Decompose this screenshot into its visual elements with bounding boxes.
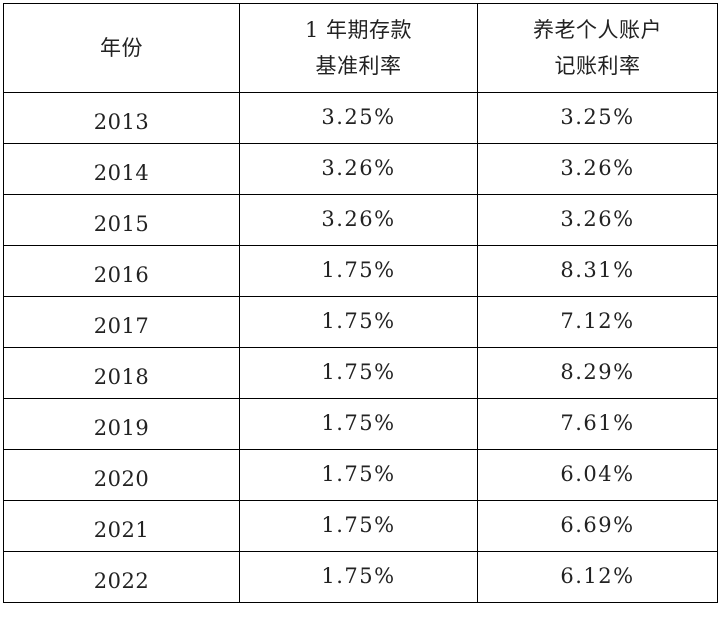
pension-rate-value: 7.61% — [560, 411, 635, 435]
year-value: 2017 — [93, 314, 150, 338]
year-cell: 2015 — [3, 194, 240, 246]
deposit-rate-cell: 1.75% — [239, 398, 478, 450]
year-header-label: 年份 — [100, 36, 143, 60]
deposit-header-line-1: 1 年期存款 — [304, 18, 413, 42]
pension-header-line-2: 记账利率 — [554, 54, 641, 78]
year-column-header: 年份 — [3, 3, 240, 93]
year-value: 2016 — [93, 263, 150, 287]
pension-rate-value: 6.12% — [560, 564, 635, 588]
pension-rate-value: 6.69% — [560, 513, 635, 537]
pension-rate-value: 6.04% — [560, 462, 635, 486]
year-value: 2015 — [93, 212, 150, 236]
table-row: 2015 3.26% 3.26% — [3, 194, 718, 246]
pension-rate-value: 7.12% — [560, 309, 635, 333]
pension-rate-cell: 7.61% — [477, 398, 718, 450]
pension-rate-cell: 3.26% — [477, 194, 718, 246]
deposit-rate-cell: 1.75% — [239, 245, 478, 297]
pension-rate-value: 3.25% — [560, 105, 635, 129]
pension-rate-cell: 7.12% — [477, 296, 718, 348]
deposit-rate-value: 1.75% — [321, 513, 396, 537]
table-row: 2013 3.25% 3.25% — [3, 92, 718, 144]
pension-rate-cell: 8.31% — [477, 245, 718, 297]
deposit-rate-value: 3.26% — [321, 156, 396, 180]
deposit-rate-value: 3.26% — [321, 207, 396, 231]
table-row: 2016 1.75% 8.31% — [3, 245, 718, 297]
deposit-rate-cell: 1.75% — [239, 449, 478, 501]
year-value: 2013 — [93, 110, 150, 134]
deposit-rate-value: 1.75% — [321, 309, 396, 333]
year-cell: 2022 — [3, 551, 240, 603]
deposit-rate-cell: 3.26% — [239, 143, 478, 195]
year-cell: 2019 — [3, 398, 240, 450]
deposit-rate-cell: 3.26% — [239, 194, 478, 246]
pension-rate-cell: 3.25% — [477, 92, 718, 144]
pension-rate-cell: 3.26% — [477, 143, 718, 195]
table-row: 2019 1.75% 7.61% — [3, 398, 718, 450]
year-cell: 2017 — [3, 296, 240, 348]
deposit-rate-value: 1.75% — [321, 564, 396, 588]
year-cell: 2021 — [3, 500, 240, 552]
deposit-rate-cell: 1.75% — [239, 347, 478, 399]
year-cell: 2020 — [3, 449, 240, 501]
year-cell: 2018 — [3, 347, 240, 399]
deposit-rate-column-header: 1 年期存款 基准利率 — [239, 3, 478, 93]
header-row: 年份 1 年期存款 基准利率 养老个人账户 记账利率 — [3, 3, 718, 93]
table-row: 2020 1.75% 6.04% — [3, 449, 718, 501]
interest-rate-table: 年份 1 年期存款 基准利率 养老个人账户 记账利率 2013 3.25% 3.… — [3, 3, 718, 603]
year-value: 2021 — [93, 518, 150, 542]
year-value: 2020 — [93, 467, 150, 491]
year-value: 2014 — [93, 161, 150, 185]
table-row: 2021 1.75% 6.69% — [3, 500, 718, 552]
deposit-rate-cell: 3.25% — [239, 92, 478, 144]
pension-rate-cell: 6.69% — [477, 500, 718, 552]
year-cell: 2016 — [3, 245, 240, 297]
pension-rate-cell: 8.29% — [477, 347, 718, 399]
pension-rate-column-header: 养老个人账户 记账利率 — [477, 3, 718, 93]
pension-rate-cell: 6.12% — [477, 551, 718, 603]
year-cell: 2014 — [3, 143, 240, 195]
pension-rate-cell: 6.04% — [477, 449, 718, 501]
pension-rate-value: 3.26% — [560, 156, 635, 180]
table-row: 2014 3.26% 3.26% — [3, 143, 718, 195]
deposit-rate-value: 3.25% — [321, 105, 396, 129]
table-row: 2018 1.75% 8.29% — [3, 347, 718, 399]
deposit-rate-value: 1.75% — [321, 411, 396, 435]
year-value: 2018 — [93, 365, 150, 389]
table-row: 2022 1.75% 6.12% — [3, 551, 718, 603]
deposit-header-line-2: 基准利率 — [315, 54, 402, 78]
pension-rate-value: 8.29% — [560, 360, 635, 384]
deposit-rate-cell: 1.75% — [239, 500, 478, 552]
year-value: 2022 — [93, 569, 150, 593]
table-row: 2017 1.75% 7.12% — [3, 296, 718, 348]
deposit-rate-value: 1.75% — [321, 360, 396, 384]
pension-rate-value: 3.26% — [560, 207, 635, 231]
pension-rate-value: 8.31% — [560, 258, 635, 282]
pension-header-line-1: 养老个人账户 — [533, 18, 662, 42]
deposit-rate-value: 1.75% — [321, 258, 396, 282]
year-cell: 2013 — [3, 92, 240, 144]
deposit-rate-cell: 1.75% — [239, 551, 478, 603]
deposit-rate-cell: 1.75% — [239, 296, 478, 348]
year-value: 2019 — [93, 416, 150, 440]
deposit-rate-value: 1.75% — [321, 462, 396, 486]
